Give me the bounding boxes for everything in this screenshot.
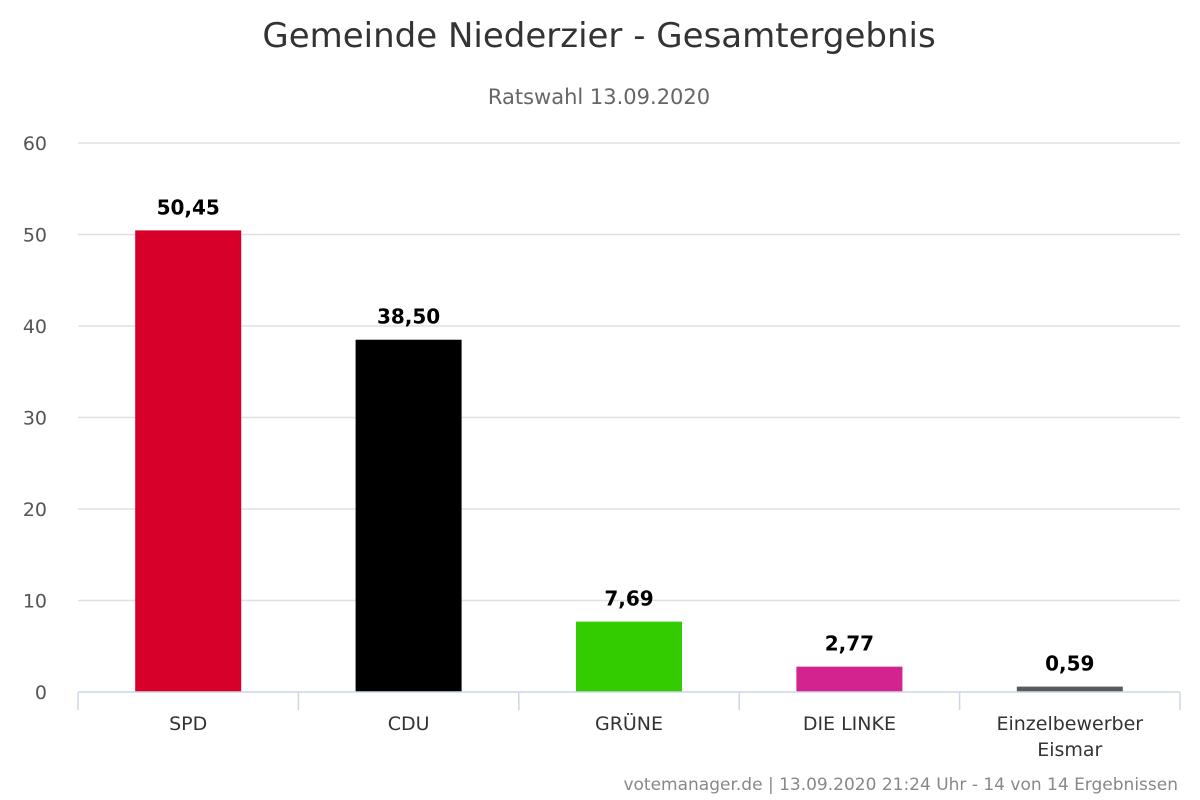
y-tick-label: 50: [23, 225, 47, 247]
bar[interactable]: [355, 339, 462, 692]
data-labels: 50,45 38,50 7,69 2,77 0,59: [157, 195, 1095, 675]
bar[interactable]: [576, 621, 682, 692]
y-axis-ticks: 0 10 20 30 40 50 60: [23, 133, 47, 704]
x-tick-label-line: GRÜNE: [595, 712, 663, 735]
x-tick-label-line: CDU: [388, 713, 430, 735]
x-axis: SPD CDU GRÜNE DIE LINKE Einzelbewerber Eismar: [77, 691, 1181, 761]
x-tick-label-line: Eismar: [1037, 739, 1102, 761]
data-label: 38,50: [377, 305, 440, 329]
y-tick-label: 30: [23, 408, 47, 430]
data-label: 2,77: [825, 632, 874, 656]
x-tick-label-line: Einzelbewerber: [996, 713, 1143, 735]
bar[interactable]: [1016, 686, 1123, 692]
y-tick-label: 60: [23, 133, 47, 155]
bar[interactable]: [796, 666, 903, 692]
x-tick-label: GRÜNE: [595, 712, 663, 735]
data-label: 50,45: [157, 195, 220, 219]
x-tick-label: DIE LINKE: [803, 713, 896, 735]
bar[interactable]: [135, 230, 242, 692]
x-tick-label: SPD: [169, 713, 207, 735]
bars: [135, 230, 1123, 692]
chart-subtitle: Ratswahl 13.09.2020: [488, 85, 710, 109]
data-label: 0,59: [1045, 652, 1094, 676]
x-tick-label-line: SPD: [169, 713, 207, 735]
data-label: 7,69: [604, 587, 653, 611]
y-tick-label: 0: [35, 682, 47, 704]
chart-title: Gemeinde Niederzier - Gesamtergebnis: [262, 16, 935, 56]
y-tick-label: 10: [23, 591, 47, 613]
y-tick-label: 20: [23, 499, 47, 521]
credits-text[interactable]: votemanager.de | 13.09.2020 21:24 Uhr - …: [623, 775, 1178, 795]
x-tick-label: Einzelbewerber Eismar: [996, 713, 1143, 761]
x-tick-label-line: DIE LINKE: [803, 713, 896, 735]
gridlines: [78, 142, 1180, 602]
y-tick-label: 40: [23, 316, 47, 338]
x-tick-label: CDU: [388, 713, 430, 735]
